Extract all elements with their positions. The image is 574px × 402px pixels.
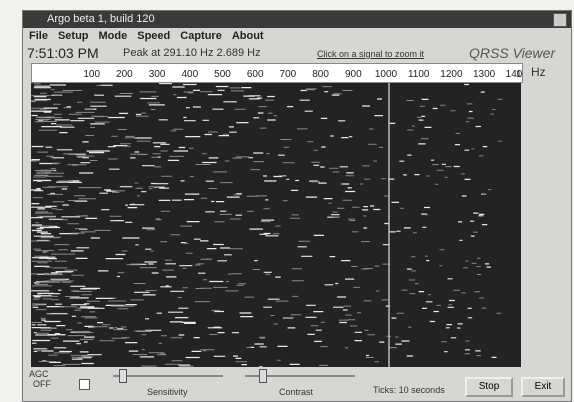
scale-label: 100 [83,69,100,80]
menu-item[interactable]: About [231,30,264,42]
window-title: Argo beta 1, build 120 [47,13,155,25]
contrast-thumb[interactable] [259,369,267,383]
stop-button[interactable]: Stop [465,377,513,397]
agc-checkbox[interactable] [79,379,90,390]
menu-bar: File Setup Mode Speed Capture About [29,30,274,42]
frequency-scale: 100 200 300 400 500 600 700 800 900 1000 1100 1200 1… [31,63,523,83]
signal-streaks-dim [31,83,503,367]
agc-state: OFF [33,379,51,389]
app-window: Argo beta 1, build 120 File Setup Mode Spee… [22,10,572,402]
sensitivity-label: Sensitivity [147,387,188,397]
menu-item[interactable]: Mode [98,30,128,42]
menu-item[interactable]: Speed [137,30,171,42]
sensitivity-thumb[interactable] [119,369,127,383]
unit-label: Hz [531,65,546,79]
scale-label: 900 [345,69,362,80]
menu-item[interactable]: Capture [180,30,222,42]
scale-label: 1200 [440,69,463,80]
clock: 7:51:03 PM [27,45,99,61]
title-bar: Argo beta 1, build 120 [23,11,571,28]
scale-label-cut: 1 [516,69,522,80]
scale-label: 1100 [408,69,430,80]
scale-label: 200 [116,69,133,80]
waterfall-bg [31,83,521,367]
agc-label: AGC [29,369,49,379]
scale-label: 500 [214,69,231,80]
viewer-label: QRSS Viewer [469,45,556,61]
close-button[interactable] [553,13,567,27]
exit-button[interactable]: Exit [521,377,565,397]
contrast-label: Contrast [279,387,314,397]
ticks-label: Ticks: 10 seconds [373,385,445,395]
hint: Click on a signal to zoom it [317,49,425,59]
menu-item[interactable]: File [29,30,48,42]
scale-label: 600 [247,69,264,80]
scale-label: 700 [280,69,297,80]
peak-readout: Peak at 291.10 Hz 2.689 Hz [123,47,261,59]
waterfall [31,83,521,367]
scale-label: 400 [181,69,198,80]
sensitivity-slider[interactable] [113,375,223,377]
scale-label: 1400 [506,69,523,80]
scale-label: 300 [149,69,166,80]
scale-label: 1300 [473,69,496,80]
scale-label: 1000 [375,69,398,80]
contrast-slider[interactable] [245,375,355,377]
menu-item[interactable]: Setup [57,30,89,42]
scale-label: 800 [312,69,329,80]
